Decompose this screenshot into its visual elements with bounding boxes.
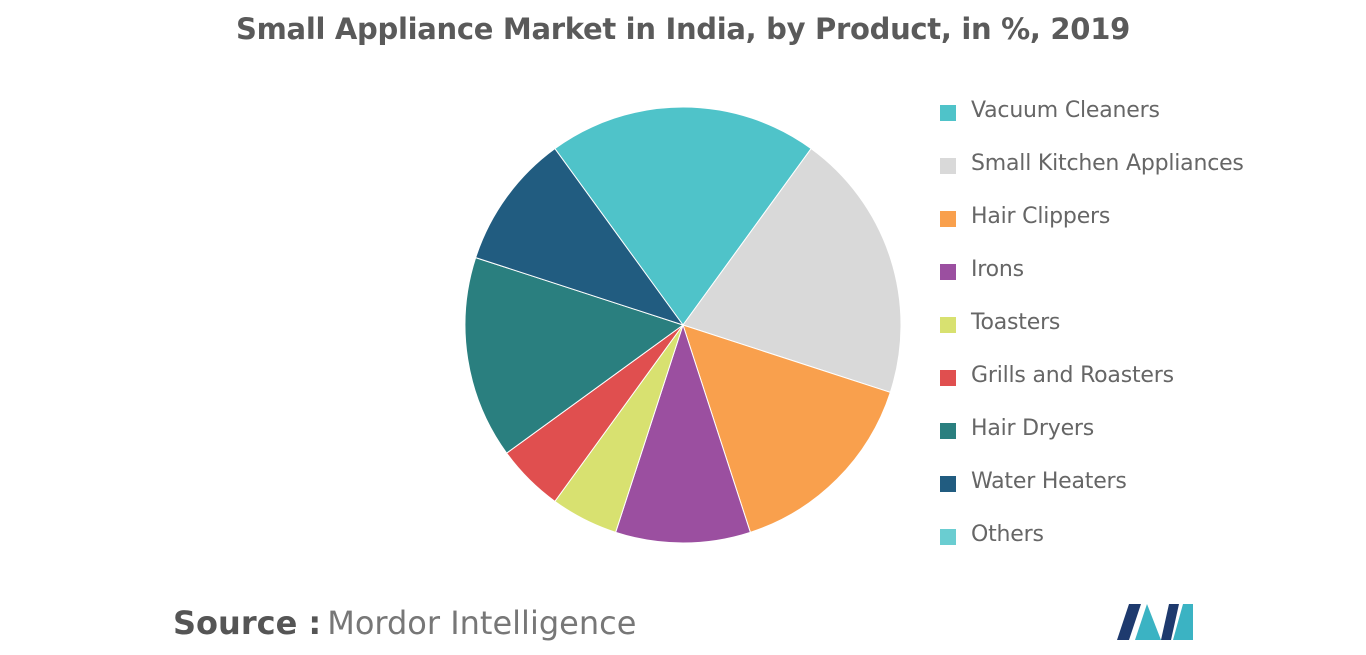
logo-shape-right-a bbox=[1161, 604, 1179, 640]
legend-swatch bbox=[940, 158, 956, 174]
legend-swatch bbox=[940, 211, 956, 227]
legend-swatch bbox=[940, 529, 956, 545]
legend-label: Irons bbox=[971, 257, 1024, 282]
legend-label: Water Heaters bbox=[971, 469, 1127, 494]
legend-label: Small Kitchen Appliances bbox=[971, 151, 1244, 176]
legend-swatch bbox=[940, 423, 956, 439]
pie-slice-irons bbox=[614, 323, 752, 544]
pie-slice-small-kitchen-appliances bbox=[682, 147, 902, 394]
mordor-intelligence-logo-icon bbox=[1117, 604, 1193, 640]
logo-shape-right-b bbox=[1173, 604, 1193, 640]
pie-slice-vacuum-cleaners bbox=[554, 106, 812, 326]
pie-slice-hair-clippers bbox=[682, 324, 891, 533]
chart-title: Small Appliance Market in India, by Prod… bbox=[236, 12, 1130, 46]
source-note: Source : Mordor Intelligence bbox=[173, 604, 636, 642]
legend-label: Others bbox=[971, 522, 1044, 547]
legend-label: Hair Dryers bbox=[971, 416, 1095, 441]
legend-label: Grills and Roasters bbox=[971, 363, 1174, 388]
logo-shape-left bbox=[1117, 604, 1141, 640]
pie-slice-hair-dryers bbox=[464, 256, 685, 454]
legend-swatch bbox=[940, 264, 956, 280]
legend-swatch bbox=[940, 105, 956, 121]
legend-swatch bbox=[940, 476, 956, 492]
source-text: Mordor Intelligence bbox=[327, 604, 637, 642]
legend-swatch bbox=[940, 370, 956, 386]
legend-label: Hair Clippers bbox=[971, 204, 1111, 229]
pie-slice-water-heaters bbox=[475, 147, 685, 326]
legend-label: Vacuum Cleaners bbox=[971, 98, 1160, 123]
logo-shape-mid bbox=[1135, 604, 1161, 640]
legend-swatch bbox=[940, 317, 956, 333]
source-label: Source : bbox=[173, 604, 322, 642]
legend-label: Toasters bbox=[971, 310, 1061, 335]
